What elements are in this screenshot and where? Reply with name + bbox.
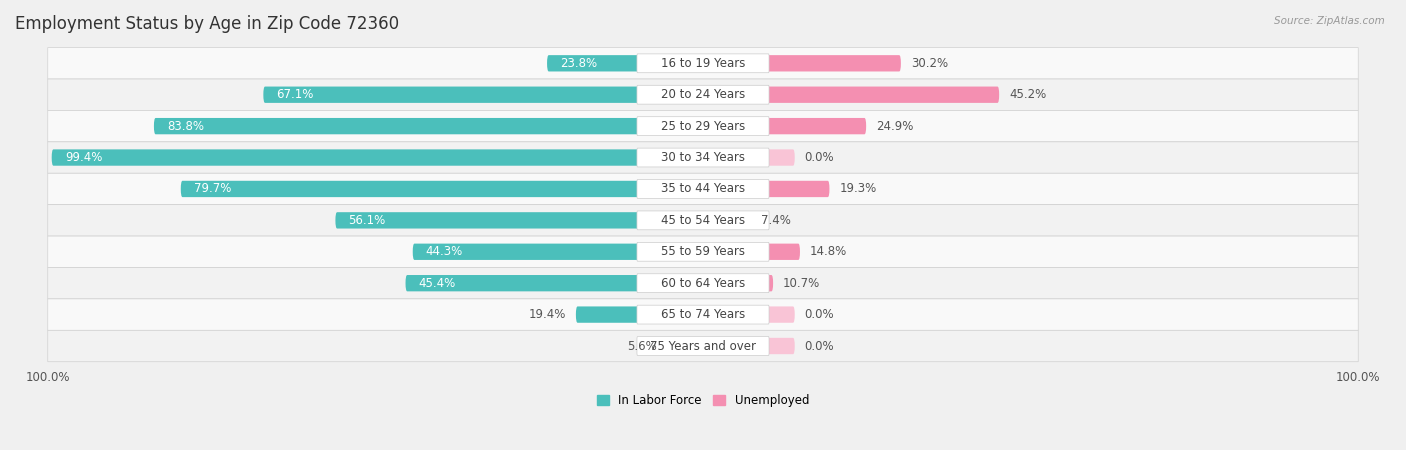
FancyBboxPatch shape [703, 55, 901, 72]
FancyBboxPatch shape [48, 173, 1358, 205]
Text: 14.8%: 14.8% [810, 245, 846, 258]
Text: 99.4%: 99.4% [65, 151, 103, 164]
FancyBboxPatch shape [637, 305, 769, 324]
FancyBboxPatch shape [48, 79, 1358, 110]
FancyBboxPatch shape [637, 54, 769, 73]
Text: 45 to 54 Years: 45 to 54 Years [661, 214, 745, 227]
FancyBboxPatch shape [637, 180, 769, 198]
FancyBboxPatch shape [48, 205, 1358, 236]
Text: 45.4%: 45.4% [419, 277, 456, 290]
FancyBboxPatch shape [637, 148, 769, 167]
FancyBboxPatch shape [666, 338, 703, 354]
Text: 44.3%: 44.3% [426, 245, 463, 258]
Text: 5.6%: 5.6% [627, 339, 657, 352]
FancyBboxPatch shape [637, 274, 769, 292]
Text: 67.1%: 67.1% [277, 88, 314, 101]
FancyBboxPatch shape [48, 142, 1358, 173]
Text: 55 to 59 Years: 55 to 59 Years [661, 245, 745, 258]
Text: 23.8%: 23.8% [560, 57, 598, 70]
FancyBboxPatch shape [413, 243, 703, 260]
Text: 10.7%: 10.7% [783, 277, 820, 290]
Text: 19.3%: 19.3% [839, 182, 876, 195]
Text: 25 to 29 Years: 25 to 29 Years [661, 120, 745, 133]
FancyBboxPatch shape [263, 86, 703, 103]
FancyBboxPatch shape [703, 338, 794, 354]
Text: 16 to 19 Years: 16 to 19 Years [661, 57, 745, 70]
FancyBboxPatch shape [637, 117, 769, 135]
FancyBboxPatch shape [48, 48, 1358, 79]
FancyBboxPatch shape [637, 337, 769, 356]
FancyBboxPatch shape [336, 212, 703, 229]
Text: 24.9%: 24.9% [876, 120, 914, 133]
Text: 83.8%: 83.8% [167, 120, 204, 133]
FancyBboxPatch shape [637, 86, 769, 104]
FancyBboxPatch shape [703, 118, 866, 134]
Text: Source: ZipAtlas.com: Source: ZipAtlas.com [1274, 16, 1385, 26]
FancyBboxPatch shape [703, 275, 773, 291]
FancyBboxPatch shape [52, 149, 703, 166]
Text: 60 to 64 Years: 60 to 64 Years [661, 277, 745, 290]
Text: 65 to 74 Years: 65 to 74 Years [661, 308, 745, 321]
Text: 0.0%: 0.0% [804, 308, 834, 321]
Text: 79.7%: 79.7% [194, 182, 231, 195]
Text: 20 to 24 Years: 20 to 24 Years [661, 88, 745, 101]
FancyBboxPatch shape [637, 243, 769, 261]
FancyBboxPatch shape [48, 330, 1358, 362]
FancyBboxPatch shape [181, 181, 703, 197]
Text: 30 to 34 Years: 30 to 34 Years [661, 151, 745, 164]
Text: 7.4%: 7.4% [761, 214, 792, 227]
FancyBboxPatch shape [703, 306, 794, 323]
FancyBboxPatch shape [703, 181, 830, 197]
Text: 56.1%: 56.1% [349, 214, 385, 227]
FancyBboxPatch shape [48, 236, 1358, 267]
FancyBboxPatch shape [405, 275, 703, 291]
FancyBboxPatch shape [547, 55, 703, 72]
FancyBboxPatch shape [576, 306, 703, 323]
FancyBboxPatch shape [703, 243, 800, 260]
Text: 75 Years and over: 75 Years and over [650, 339, 756, 352]
Text: 35 to 44 Years: 35 to 44 Years [661, 182, 745, 195]
Text: 19.4%: 19.4% [529, 308, 567, 321]
Text: 45.2%: 45.2% [1010, 88, 1046, 101]
FancyBboxPatch shape [703, 86, 1000, 103]
FancyBboxPatch shape [48, 299, 1358, 330]
FancyBboxPatch shape [48, 110, 1358, 142]
FancyBboxPatch shape [703, 212, 751, 229]
FancyBboxPatch shape [48, 267, 1358, 299]
Text: 0.0%: 0.0% [804, 339, 834, 352]
Text: Employment Status by Age in Zip Code 72360: Employment Status by Age in Zip Code 723… [15, 15, 399, 33]
Legend: In Labor Force, Unemployed: In Labor Force, Unemployed [595, 392, 811, 409]
Text: 30.2%: 30.2% [911, 57, 948, 70]
FancyBboxPatch shape [703, 149, 794, 166]
FancyBboxPatch shape [153, 118, 703, 134]
Text: 0.0%: 0.0% [804, 151, 834, 164]
FancyBboxPatch shape [637, 211, 769, 230]
